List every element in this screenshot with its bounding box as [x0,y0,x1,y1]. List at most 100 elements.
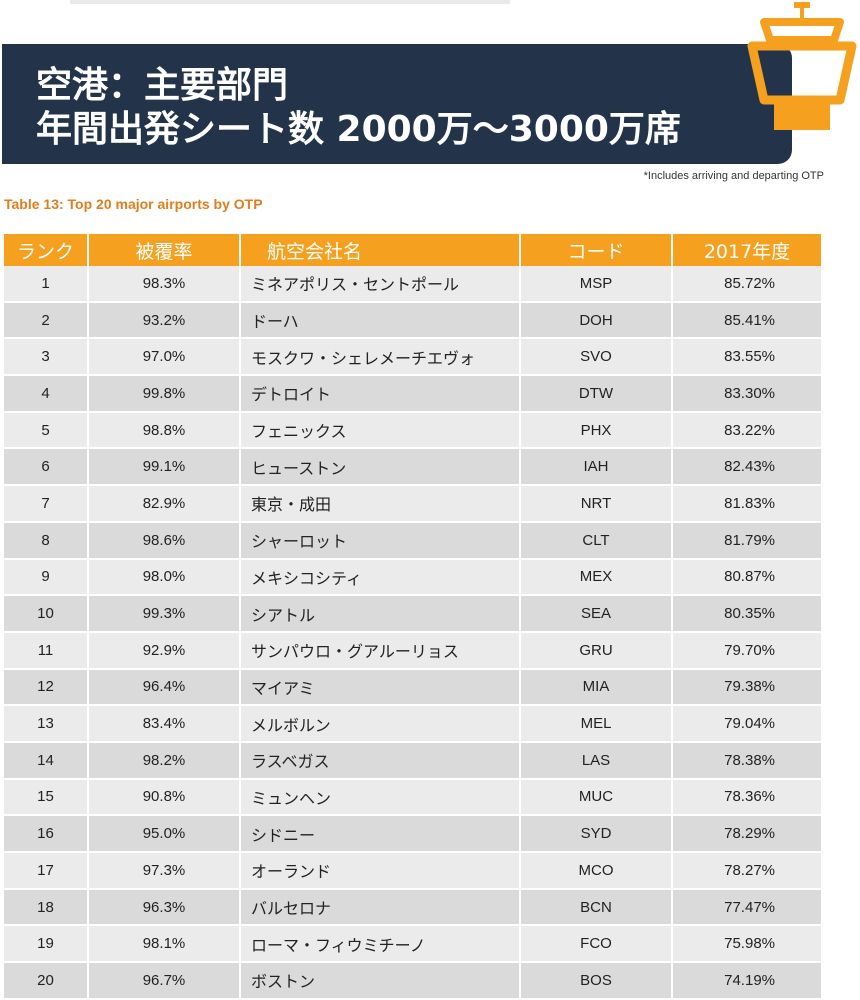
header-rank: ランク [4,234,89,266]
cell-airport-code: DTW [520,375,673,413]
table-caption: Table 13: Top 20 major airports by OTP [4,196,263,212]
cell-airport-name: ラスベガス [240,741,521,780]
cell-airport-name: ヒューストン [240,448,521,487]
cell-rank: 18 [4,888,89,927]
cell-coverage: 92.9% [88,631,241,670]
table-row: 19 98.1% ローマ・フィウミチーノ FCO 75.98% [4,925,823,964]
cell-airport-code: MIA [520,668,673,707]
cell-otp-2017: 80.87% [672,558,823,597]
cell-airport-code: LAS [520,741,673,780]
cell-coverage: 95.0% [88,815,241,853]
table-row: 15 90.8% ミュンヘン MUC 78.36% [4,778,823,817]
cell-airport-code: MEL [520,705,673,743]
table-row: 7 82.9% 東京・成田 NRT 81.83% [4,485,823,523]
table-row: 6 99.1% ヒューストン IAH 82.43% [4,448,823,487]
cell-rank: 14 [4,741,89,780]
cell-airport-name: フェニックス [240,411,521,450]
cell-otp-2017: 79.70% [672,631,823,670]
cell-airport-name: シャーロット [240,521,521,560]
cell-airport-code: MUC [520,778,673,817]
cell-airport-name: シドニー [240,815,521,853]
cell-airport-name: ミュンヘン [240,778,521,817]
cell-otp-2017: 82.43% [672,448,823,487]
cell-coverage: 96.3% [88,888,241,927]
cell-otp-2017: 81.79% [672,521,823,560]
cell-otp-2017: 79.04% [672,705,823,743]
cell-otp-2017: 85.72% [672,266,823,303]
header-coverage: 被覆率 [88,234,241,266]
cell-rank: 5 [4,411,89,450]
cell-airport-code: DOH [520,301,673,340]
cell-coverage: 98.3% [88,266,241,303]
cell-otp-2017: 81.83% [672,485,823,523]
cell-rank: 9 [4,558,89,597]
cell-airport-name: 東京・成田 [240,485,521,523]
cell-coverage: 96.4% [88,668,241,707]
table-row: 4 99.8% デトロイト DTW 83.30% [4,375,823,413]
table-header-row: ランク 被覆率 航空会社名 コード 2017年度 [4,234,823,266]
table-row: 20 96.7% ボストン BOS 74.19% [4,962,823,1000]
cell-rank: 2 [4,301,89,340]
cell-rank: 10 [4,595,89,633]
cell-airport-code: PHX [520,411,673,450]
title-line-2: 年間出発シート数 2000万～3000万席 [36,109,681,150]
table-row: 2 93.2% ドーハ DOH 85.41% [4,301,823,340]
table-row: 10 99.3% シアトル SEA 80.35% [4,595,823,633]
cell-rank: 8 [4,521,89,560]
cell-rank: 12 [4,668,89,707]
table-row: 11 92.9% サンパウロ・グアルーリョス GRU 79.70% [4,631,823,670]
table-row: 13 83.4% メルボルン MEL 79.04% [4,705,823,743]
cell-otp-2017: 83.55% [672,338,823,377]
cell-airport-name: バルセロナ [240,888,521,927]
footnote: *Includes arriving and departing OTP [643,170,824,182]
airport-ranking-table: ランク 被覆率 航空会社名 コード 2017年度 1 98.3% ミネアポリス・セン… [4,234,823,1000]
cell-coverage: 98.8% [88,411,241,450]
cell-rank: 20 [4,962,89,1000]
cell-otp-2017: 83.22% [672,411,823,450]
cell-airport-code: NRT [520,485,673,523]
cell-airport-code: SYD [520,815,673,853]
cell-rank: 4 [4,375,89,413]
cell-airport-name: オーランド [240,852,521,890]
cell-coverage: 99.1% [88,448,241,487]
cell-otp-2017: 78.36% [672,778,823,817]
cell-otp-2017: 85.41% [672,301,823,340]
cell-airport-name: ミネアポリス・セントポール [240,266,521,303]
header-name: 航空会社名 [240,234,521,266]
table-row: 17 97.3% オーランド MCO 78.27% [4,852,823,890]
cell-coverage: 99.8% [88,375,241,413]
cell-rank: 19 [4,925,89,964]
table-row: 1 98.3% ミネアポリス・セントポール MSP 85.72% [4,266,823,303]
table-row: 8 98.6% シャーロット CLT 81.79% [4,521,823,560]
title-line-1: 空港：主要部門 [36,65,289,106]
cell-coverage: 99.3% [88,595,241,633]
cell-airport-name: ローマ・フィウミチーノ [240,925,521,964]
cell-rank: 3 [4,338,89,377]
control-tower-icon [747,2,857,130]
cell-otp-2017: 77.47% [672,888,823,927]
cell-airport-code: CLT [520,521,673,560]
cell-airport-name: サンパウロ・グアルーリョス [240,631,521,670]
cell-airport-name: ドーハ [240,301,521,340]
cell-airport-name: デトロイト [240,375,521,413]
cell-otp-2017: 78.38% [672,741,823,780]
cell-airport-code: BOS [520,962,673,1000]
cell-coverage: 93.2% [88,301,241,340]
cell-airport-code: MEX [520,558,673,597]
cell-coverage: 82.9% [88,485,241,523]
table-row: 9 98.0% メキシコシティ MEX 80.87% [4,558,823,597]
cell-rank: 17 [4,852,89,890]
cell-rank: 16 [4,815,89,853]
cell-rank: 15 [4,778,89,817]
cell-coverage: 96.7% [88,962,241,1000]
cell-airport-code: IAH [520,448,673,487]
header-code: コード [520,234,673,266]
cell-coverage: 97.0% [88,338,241,377]
cell-airport-code: MSP [520,266,673,303]
cell-otp-2017: 78.29% [672,815,823,853]
cell-coverage: 83.4% [88,705,241,743]
table-row: 12 96.4% マイアミ MIA 79.38% [4,668,823,707]
cell-coverage: 98.2% [88,741,241,780]
cell-otp-2017: 83.30% [672,375,823,413]
cell-airport-code: BCN [520,888,673,927]
